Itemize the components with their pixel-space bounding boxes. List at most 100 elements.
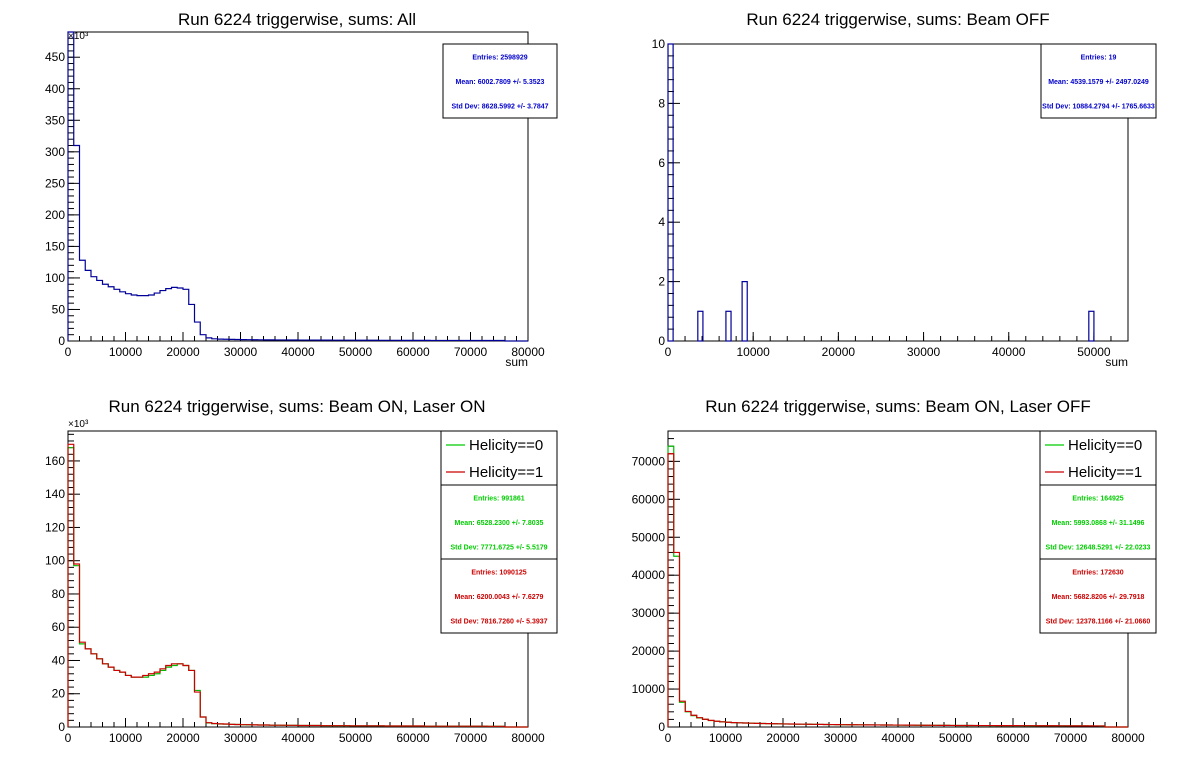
- x-tick-label: 20000: [166, 345, 200, 359]
- stats-box: [1040, 43, 1157, 119]
- y-tick-label: 450: [45, 50, 65, 64]
- histogram-series-helicity-1: [667, 453, 1128, 728]
- x-tick-label: 20000: [822, 345, 856, 359]
- stats-line: Std Dev: 12648.5291 +/- 22.0233: [1046, 545, 1151, 552]
- y-tick-label: 2: [658, 275, 665, 289]
- x-tick-label: 50000: [939, 731, 973, 745]
- x-tick-label: 60000: [396, 345, 430, 359]
- stats-line: Std Dev: 8628.5992 +/- 3.7847: [451, 104, 548, 111]
- chart-title: Run 6224 triggerwise, sums: All: [178, 10, 416, 29]
- stats-line: Mean: 4539.1579 +/- 2497.0249: [1048, 79, 1149, 86]
- x-tick-label: 0: [65, 345, 72, 359]
- histogram-bin: [1088, 310, 1095, 342]
- stats-line: Entries: 19: [1081, 54, 1117, 61]
- x-tick-label: 50000: [339, 345, 373, 359]
- histogram-panel-2: Run 6224 triggerwise, sums: Beam OFF 0 2 4 6…: [652, 10, 1157, 369]
- x-tick-label: 80000: [511, 731, 545, 745]
- stats-line: Mean: 5682.8206 +/- 29.7918: [1052, 594, 1145, 601]
- stats-line: Entries: 991861: [473, 495, 524, 502]
- histogram-series-main: [67, 31, 528, 342]
- stats-box: [1039, 484, 1157, 560]
- y-tick-label: 0: [58, 334, 65, 348]
- y-axis-multiplier: ×10³: [68, 419, 89, 430]
- x-tick-label: 0: [665, 731, 672, 745]
- x-tick-label: 20000: [166, 731, 200, 745]
- y-tick-label: 0: [58, 720, 65, 734]
- x-tick-label: 80000: [511, 345, 545, 359]
- x-tick-label: 40000: [281, 345, 315, 359]
- x-tick-label: 50000: [339, 731, 373, 745]
- histogram-bin: [697, 310, 704, 342]
- y-tick-label: 6: [658, 156, 665, 170]
- y-tick-label: 70000: [632, 454, 666, 468]
- x-tick-label: 30000: [224, 731, 258, 745]
- stats-line: Entries: 164925: [1072, 495, 1123, 502]
- stats-line: Entries: 1090125: [471, 569, 526, 576]
- y-tick-label: 10: [652, 37, 666, 51]
- histogram-bin: [725, 310, 732, 342]
- y-tick-label: 100: [45, 271, 65, 285]
- x-tick-label: 40000: [992, 345, 1026, 359]
- stats-line: Mean: 6002.7809 +/- 5.3523: [456, 79, 545, 86]
- histogram-bin: [667, 43, 674, 342]
- x-tick-label: 20000: [766, 731, 800, 745]
- stats-line: Mean: 5993.0868 +/- 31.1496: [1052, 520, 1145, 527]
- x-tick-label: 40000: [281, 731, 315, 745]
- x-tick-label: 50000: [1077, 345, 1111, 359]
- y-tick-label: 60: [52, 620, 66, 634]
- stats-line: Entries: 172630: [1072, 569, 1123, 576]
- x-tick-label: 60000: [996, 731, 1030, 745]
- x-tick-label: 80000: [1111, 731, 1145, 745]
- x-axis-label: sum: [505, 355, 528, 369]
- stats-line: Mean: 6528.2300 +/- 7.8035: [455, 520, 544, 527]
- y-tick-label: 80: [52, 587, 66, 601]
- x-axis-label: sum: [1105, 355, 1128, 369]
- stats-box: [440, 484, 558, 560]
- chart-title: Run 6224 triggerwise, sums: Beam ON, Las…: [109, 397, 486, 416]
- y-tick-label: 50: [52, 302, 66, 316]
- y-tick-label: 20000: [632, 644, 666, 658]
- x-tick-label: 40000: [881, 731, 915, 745]
- y-tick-label: 50000: [632, 530, 666, 544]
- y-tick-label: 350: [45, 113, 65, 127]
- y-tick-label: 40: [52, 653, 66, 667]
- stats-line: Mean: 6200.0043 +/- 7.6279: [455, 594, 544, 601]
- y-tick-label: 40000: [632, 568, 666, 582]
- stats-box: [442, 43, 558, 119]
- y-tick-label: 120: [45, 520, 65, 534]
- y-tick-label: 100: [45, 554, 65, 568]
- stats-line: Std Dev: 7771.6725 +/- 5.5179: [450, 545, 547, 552]
- stats-box: [1039, 558, 1157, 634]
- y-tick-label: 200: [45, 208, 65, 222]
- y-axis-multiplier: ×10³: [68, 31, 89, 42]
- stats-line: Entries: 2598929: [472, 54, 527, 61]
- y-tick-label: 30000: [632, 606, 666, 620]
- y-tick-label: 10000: [632, 682, 666, 696]
- x-tick-label: 60000: [396, 731, 430, 745]
- y-tick-label: 0: [658, 720, 665, 734]
- x-tick-label: 10000: [736, 345, 770, 359]
- stats-box: [440, 558, 558, 634]
- histogram-panel-1: Run 6224 triggerwise, sums: All ×10³ 0 50 10…: [45, 10, 558, 369]
- legend-label: Helicity==0: [1068, 437, 1142, 454]
- histogram-series-helicity-1: [67, 443, 528, 728]
- x-tick-label: 30000: [824, 731, 858, 745]
- y-tick-label: 400: [45, 82, 65, 96]
- x-tick-label: 10000: [709, 731, 743, 745]
- x-tick-label: 30000: [224, 345, 258, 359]
- y-tick-label: 150: [45, 239, 65, 253]
- legend-label: Helicity==1: [469, 464, 543, 481]
- stats-line: Std Dev: 12378.1166 +/- 21.0660: [1046, 619, 1151, 626]
- y-tick-label: 250: [45, 176, 65, 190]
- x-tick-label: 0: [65, 731, 72, 745]
- histogram-bin: [741, 281, 748, 342]
- y-tick-label: 160: [45, 454, 65, 468]
- stats-line: Std Dev: 7816.7260 +/- 5.3937: [450, 619, 547, 626]
- stats-line: Std Dev: 10884.2794 +/- 1765.6633: [1042, 104, 1155, 111]
- y-tick-label: 140: [45, 487, 65, 501]
- x-tick-label: 10000: [109, 345, 143, 359]
- x-tick-label: 70000: [454, 345, 488, 359]
- y-tick-label: 20: [52, 687, 66, 701]
- y-tick-label: 300: [45, 145, 65, 159]
